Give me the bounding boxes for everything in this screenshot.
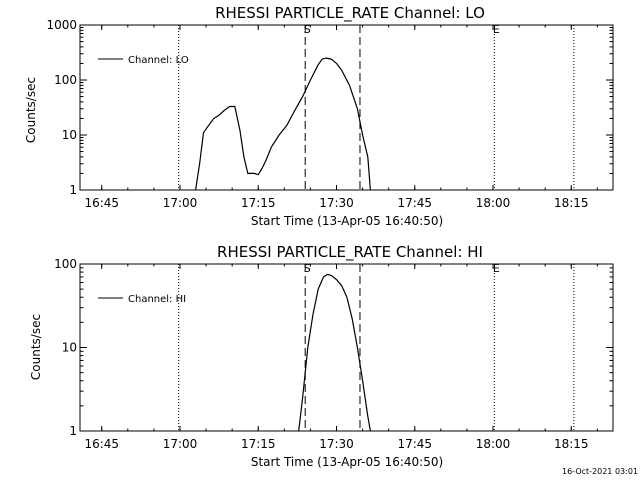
hi-x-axis-label: Start Time (13-Apr-05 16:40:50): [251, 455, 443, 469]
y-tick-label: 10: [62, 128, 77, 142]
x-tick-label: 17:15: [241, 437, 276, 451]
marker-label: S: [304, 262, 311, 275]
marker-label: S: [304, 23, 311, 36]
hi-series-line: [298, 273, 371, 432]
y-tick-label: 100: [54, 257, 77, 271]
legend-entry: Channel: HI: [128, 294, 186, 305]
x-tick-label: 17:45: [397, 437, 432, 451]
y-tick-label: 1000: [46, 18, 77, 32]
y-tick-label: 1: [69, 183, 77, 197]
x-tick-label: 17:30: [319, 196, 354, 210]
y-tick-label: 100: [54, 73, 77, 87]
hi-channel-panel: RHESSI PARTICLE_RATE Channel: HI Start T…: [29, 243, 614, 469]
lo-y-axis-label: Counts/sec: [24, 77, 38, 143]
hi-plot-content: 16:45 17:00 17:15 17:30 17:45 18:00 18:15 1 10 10…: [54, 257, 613, 451]
y-tick-label: 1: [69, 424, 77, 438]
x-tick-label: 18:00: [476, 437, 511, 451]
lo-plot-content: 16:45 17:00 17:15 17:30 17:45 18:00 18:15 1 10 10…: [46, 18, 613, 210]
x-tick-label: 18:00: [476, 196, 511, 210]
marker-label: E: [493, 23, 500, 36]
lo-series-line: [195, 57, 371, 191]
hi-y-axis-label: Counts/sec: [29, 314, 43, 380]
x-tick-label: 16:45: [84, 196, 119, 210]
hi-plot-frame: [79, 263, 614, 432]
lo-chart-title: RHESSI PARTICLE_RATE Channel: LO: [215, 4, 485, 23]
x-tick-label: 17:00: [163, 196, 198, 210]
x-tick-label: 17:30: [319, 437, 354, 451]
lo-channel-panel: RHESSI PARTICLE_RATE Channel: LO Start T…: [24, 4, 614, 228]
footer-timestamp: 16-Oct-2021 03:01: [562, 467, 638, 476]
marker-label: E: [493, 262, 500, 275]
x-tick-label: 18:15: [554, 437, 589, 451]
x-tick-label: 17:00: [163, 437, 198, 451]
y-tick-label: 10: [62, 341, 77, 355]
x-tick-label: 17:45: [397, 196, 432, 210]
x-tick-label: 16:45: [84, 437, 119, 451]
lo-plot-frame: [79, 24, 614, 191]
hi-chart-title: RHESSI PARTICLE_RATE Channel: HI: [217, 243, 483, 262]
lo-x-axis-label: Start Time (13-Apr-05 16:40:50): [251, 214, 443, 228]
legend-entry: Channel: LO: [128, 55, 189, 66]
x-tick-label: 18:15: [554, 196, 589, 210]
x-tick-label: 17:15: [241, 196, 276, 210]
